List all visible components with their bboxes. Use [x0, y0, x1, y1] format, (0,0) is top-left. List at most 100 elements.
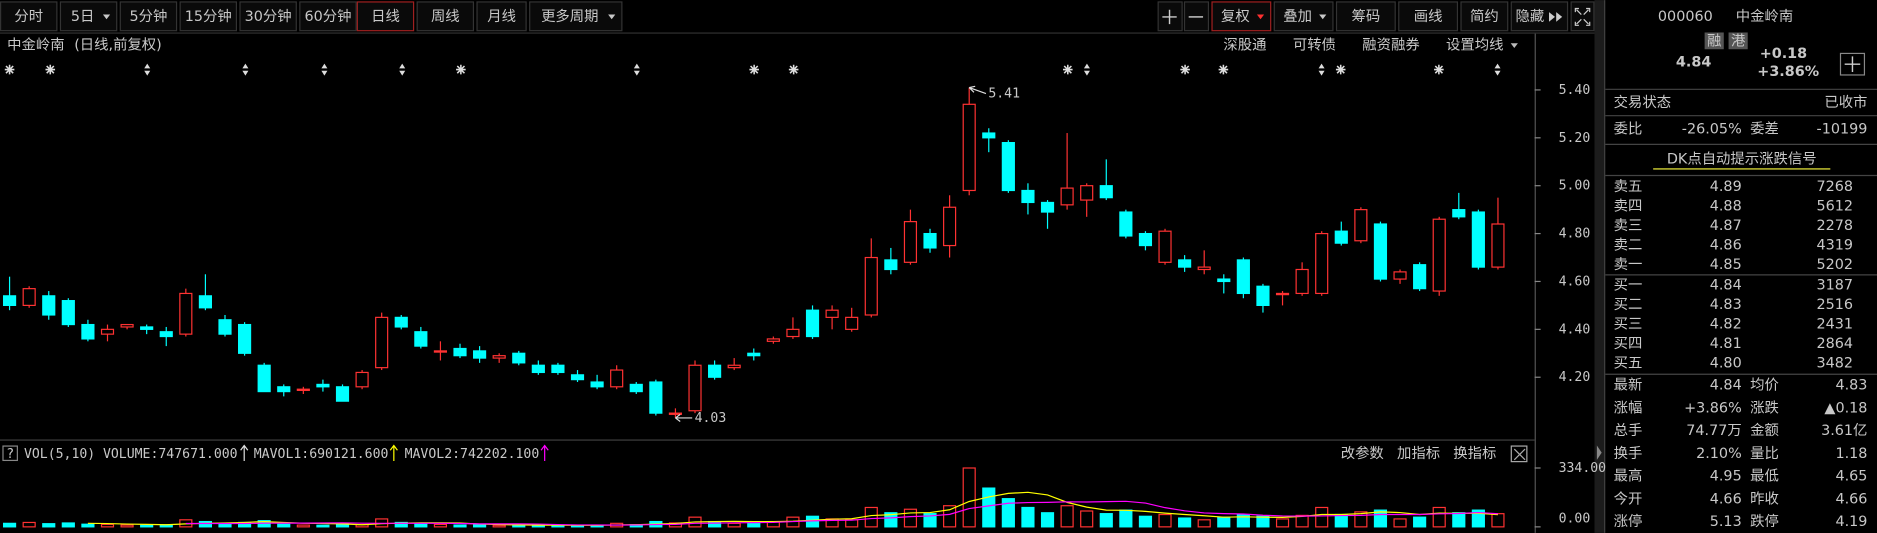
event-marker[interactable] [1318, 63, 1325, 76]
candle-body [433, 350, 448, 353]
book-price: 4.82 [1710, 317, 1742, 333]
period-button[interactable] [119, 1, 178, 32]
volume-bar [1275, 518, 1290, 528]
help-box[interactable] [2, 445, 18, 462]
y-tick-label: 5.40 [1559, 83, 1591, 98]
candle-body [1334, 230, 1348, 244]
candle-body [786, 328, 800, 338]
tool-label[interactable]: 简约 [1470, 8, 1499, 25]
badge: 融 [1707, 32, 1721, 49]
event-star[interactable] [1180, 64, 1190, 75]
candle-body [1197, 266, 1211, 271]
event-star[interactable] [1218, 64, 1229, 75]
event-marker[interactable] [399, 63, 406, 76]
event-star[interactable] [1062, 64, 1073, 75]
candle-body [238, 323, 252, 354]
period-label[interactable]: 5分钟 [130, 8, 168, 25]
period-button[interactable] [476, 1, 527, 32]
fullscreen-icon[interactable] [1574, 7, 1591, 26]
period-button[interactable] [416, 1, 475, 32]
tool-label[interactable]: 复权 [1221, 7, 1250, 25]
event-marker[interactable] [144, 63, 151, 76]
period-button[interactable] [179, 1, 238, 32]
period-label[interactable]: 5日 [71, 9, 95, 25]
event-marker[interactable] [1083, 63, 1090, 76]
period-button[interactable] [529, 1, 623, 32]
candle-body [42, 295, 56, 316]
tool-label[interactable]: 画线 [1414, 8, 1443, 25]
tool-label[interactable]: 筹码 [1351, 8, 1380, 25]
event-marker[interactable] [1494, 63, 1501, 76]
stat-value: 5.13 [1710, 514, 1742, 530]
period-button[interactable] [0, 1, 58, 32]
event-star[interactable] [749, 64, 759, 75]
tool-button[interactable] [1460, 1, 1509, 32]
event-marker[interactable] [321, 63, 328, 76]
candle-body [1275, 292, 1290, 296]
legend-arrow [540, 444, 549, 462]
event-star[interactable] [4, 64, 15, 75]
tool-label[interactable]: 叠加 [1283, 8, 1312, 25]
period-label[interactable]: 更多周期 [541, 8, 598, 25]
book-price: 4.83 [1710, 297, 1742, 313]
event-star[interactable] [788, 64, 799, 75]
add-watch-icon[interactable] [1844, 56, 1861, 72]
period-label[interactable]: 分时 [14, 8, 43, 25]
tool-button[interactable] [1398, 1, 1459, 32]
header-link[interactable]: 融资融券 [1362, 37, 1419, 54]
add-watch-button[interactable] [1839, 52, 1866, 76]
ratio: -26.05% [1682, 121, 1742, 137]
close-icon[interactable] [1513, 448, 1526, 461]
candle-body [1021, 189, 1035, 204]
period-button[interactable] [239, 1, 297, 32]
event-marker[interactable] [633, 63, 640, 76]
book-side: 买五 [1614, 355, 1643, 372]
event-star[interactable] [1335, 64, 1346, 75]
event-star[interactable] [1434, 64, 1444, 75]
signal-link[interactable]: DK点自动提示涨跌信号 [1667, 150, 1817, 167]
fullscreen-button[interactable] [1570, 1, 1595, 32]
event-marker[interactable] [242, 63, 249, 76]
candle-body [1099, 185, 1113, 199]
dropdown-arrow [1510, 43, 1518, 49]
header-link[interactable]: 深股通 [1223, 37, 1266, 54]
candle-body [1040, 201, 1055, 213]
volume-bar [943, 505, 957, 528]
period-label[interactable]: 30分钟 [245, 8, 292, 25]
volume-bar [22, 521, 36, 528]
indicator-tool[interactable]: 改参数 [1341, 445, 1384, 462]
tool-button[interactable] [1335, 1, 1396, 32]
close-pane[interactable] [1510, 445, 1528, 463]
candle-body [335, 386, 350, 402]
book-price: 4.85 [1710, 257, 1742, 273]
indicator-tool[interactable]: 换指标 [1453, 445, 1496, 462]
collapse-arrow[interactable] [1596, 445, 1602, 460]
event-star[interactable] [456, 64, 466, 75]
stat-value: +3.86% [1684, 400, 1742, 416]
stat-value: 4.84 [1710, 378, 1742, 394]
period-label[interactable]: 周线 [431, 8, 460, 25]
volume-bar [1256, 515, 1270, 528]
tool-label[interactable]: 隐藏 [1515, 8, 1544, 25]
event-star[interactable] [45, 64, 56, 75]
candle-body [218, 319, 232, 335]
indicator-tool[interactable]: 加指标 [1397, 445, 1440, 462]
period-label[interactable]: 60分钟 [304, 8, 351, 25]
low-pointer [675, 413, 693, 422]
period-label[interactable]: 日线 [371, 8, 400, 25]
volume-bar [1099, 513, 1113, 528]
candle-body [610, 369, 624, 388]
help-icon[interactable]: ? [6, 447, 14, 462]
header-link[interactable]: 可转债 [1293, 37, 1336, 54]
period-label[interactable]: 月线 [487, 8, 516, 25]
candle-body [81, 323, 95, 340]
period-label[interactable]: 15分钟 [185, 8, 232, 25]
volume-bar [962, 467, 976, 528]
zoom-in-icon[interactable] [1162, 9, 1177, 25]
header-link[interactable]: 设置均线 [1446, 37, 1503, 54]
period-button[interactable] [299, 1, 357, 32]
candle-body [198, 295, 213, 309]
period-button[interactable] [356, 1, 415, 32]
volume-bar [1491, 513, 1505, 528]
stat-label: 均价 [1750, 377, 1779, 394]
